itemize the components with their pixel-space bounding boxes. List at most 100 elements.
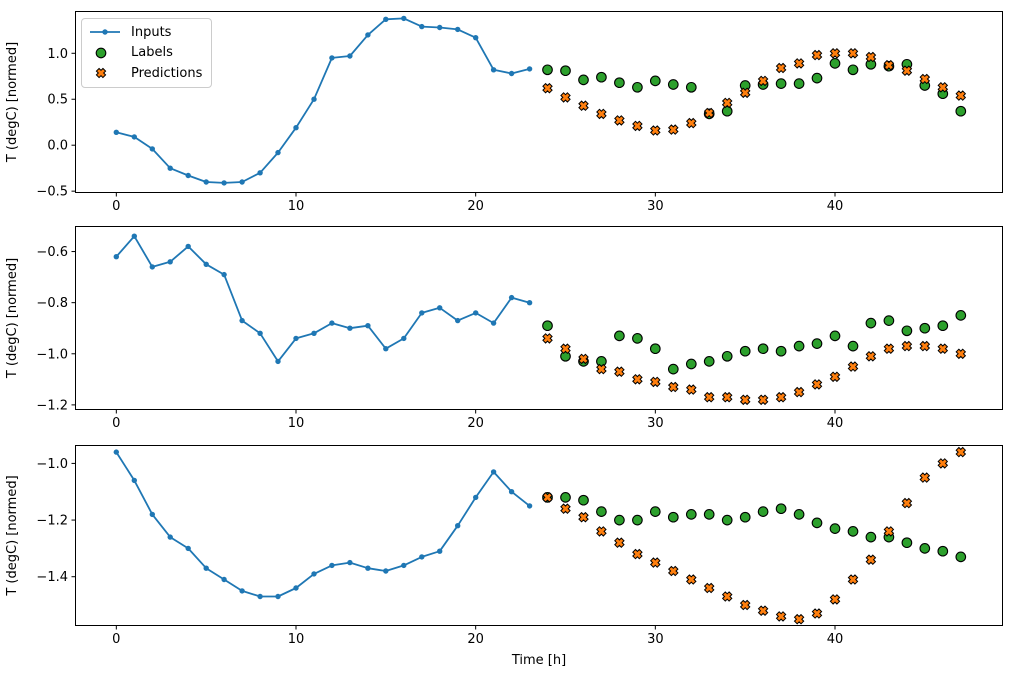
inputs-point [526, 66, 533, 72]
predictions-point [919, 73, 931, 85]
labels-point [685, 81, 697, 93]
predictions-point [542, 333, 553, 344]
inputs-point [167, 259, 173, 265]
labels-point [667, 511, 679, 523]
labels-point [919, 322, 931, 334]
labels-point [667, 363, 679, 375]
y-tick-label: −1.2 [36, 398, 68, 413]
y-axis-label: T (degC) [normed] [5, 258, 20, 379]
predictions-x-icon [88, 63, 122, 83]
labels-point [901, 537, 913, 549]
inputs-point [293, 125, 299, 131]
labels-point [775, 345, 787, 357]
legend-label-predictions: Predictions [131, 65, 203, 81]
legend-item-predictions: Predictions [88, 63, 202, 84]
inputs-point [185, 172, 191, 179]
predictions-point [649, 125, 661, 136]
inputs-point [311, 96, 317, 102]
predictions-point [793, 613, 805, 625]
series-inputs [113, 449, 533, 600]
inputs-point [329, 562, 335, 569]
subplot-2: 0 10 20 30 40 −0.6 −0.8 −1.0 −1.2 T (degC) [norme… [5, 226, 1003, 431]
labels-point [614, 330, 625, 342]
inputs-line [116, 17, 530, 184]
x-tick-label: 0 [112, 632, 120, 647]
labels-point [632, 333, 643, 344]
predictions-point [811, 49, 823, 61]
labels-point [614, 514, 625, 526]
labels-point [811, 517, 823, 529]
labels-point [578, 74, 589, 86]
predictions-point [632, 373, 643, 385]
predictions-point [829, 371, 841, 383]
predictions-point [811, 608, 823, 619]
labels-point [775, 78, 787, 89]
inputs-point [275, 149, 281, 156]
inputs-point [401, 562, 407, 569]
inputs-point [131, 477, 137, 484]
labels-point [542, 320, 553, 332]
labels-point [560, 350, 571, 362]
labels-point [883, 315, 895, 326]
predictions-point [703, 582, 715, 594]
inputs-point [239, 317, 245, 324]
inputs-point [329, 320, 335, 326]
labels-point [901, 325, 913, 337]
inputs-point [257, 330, 263, 336]
x-tick-label: 40 [827, 199, 844, 214]
inputs-point [508, 294, 515, 301]
series-predictions [542, 47, 967, 136]
inputs-point [257, 170, 263, 176]
x-tick-label: 40 [827, 632, 844, 647]
predictions-point [614, 537, 625, 549]
inputs-point [257, 593, 263, 600]
predictions-point [578, 100, 589, 112]
labels-point [578, 494, 589, 506]
predictions-point [919, 472, 931, 483]
predictions-point [649, 557, 661, 568]
labels-point [560, 65, 571, 77]
inputs-point [508, 489, 515, 495]
labels-point [829, 523, 841, 534]
y-tick-label: 0.5 [47, 93, 68, 108]
labels-point [721, 514, 733, 526]
predictions-point [685, 574, 697, 585]
predictions-point [757, 75, 769, 87]
inputs-line [115, 235, 530, 363]
labels-point [937, 320, 949, 332]
inputs-point [455, 317, 461, 324]
y-tick-label: 1.0 [47, 47, 68, 62]
inputs-point [490, 320, 497, 326]
series-labels [542, 492, 967, 563]
labels-point [793, 509, 805, 520]
predictions-point [847, 361, 859, 372]
inputs-point [473, 310, 479, 316]
predictions-point [649, 376, 661, 388]
labels-point [632, 81, 643, 93]
labels-point [829, 330, 841, 342]
predictions-point [919, 340, 931, 352]
series-inputs [113, 15, 533, 186]
x-tick-label: 20 [467, 632, 484, 647]
y-tick-label: −1.0 [36, 347, 68, 362]
labels-point [596, 356, 607, 367]
predictions-point [667, 565, 679, 577]
inputs-point [311, 330, 317, 336]
x-tick-label: 10 [288, 199, 305, 214]
inputs-point [293, 335, 299, 342]
predictions-point [829, 594, 841, 605]
y-tick-label: −1.2 [36, 514, 68, 529]
labels-point [649, 343, 661, 355]
y-tick-label: −0.6 [36, 245, 68, 260]
inputs-point [473, 494, 479, 501]
inputs-point [437, 548, 443, 554]
inputs-point [221, 576, 227, 583]
predictions-point [721, 391, 733, 403]
predictions-point [865, 350, 877, 362]
predictions-point [901, 65, 913, 77]
labels-point [847, 64, 859, 76]
inputs-point [203, 565, 209, 571]
predictions-point [685, 384, 697, 395]
predictions-point [721, 591, 733, 602]
inputs-point [203, 261, 209, 267]
